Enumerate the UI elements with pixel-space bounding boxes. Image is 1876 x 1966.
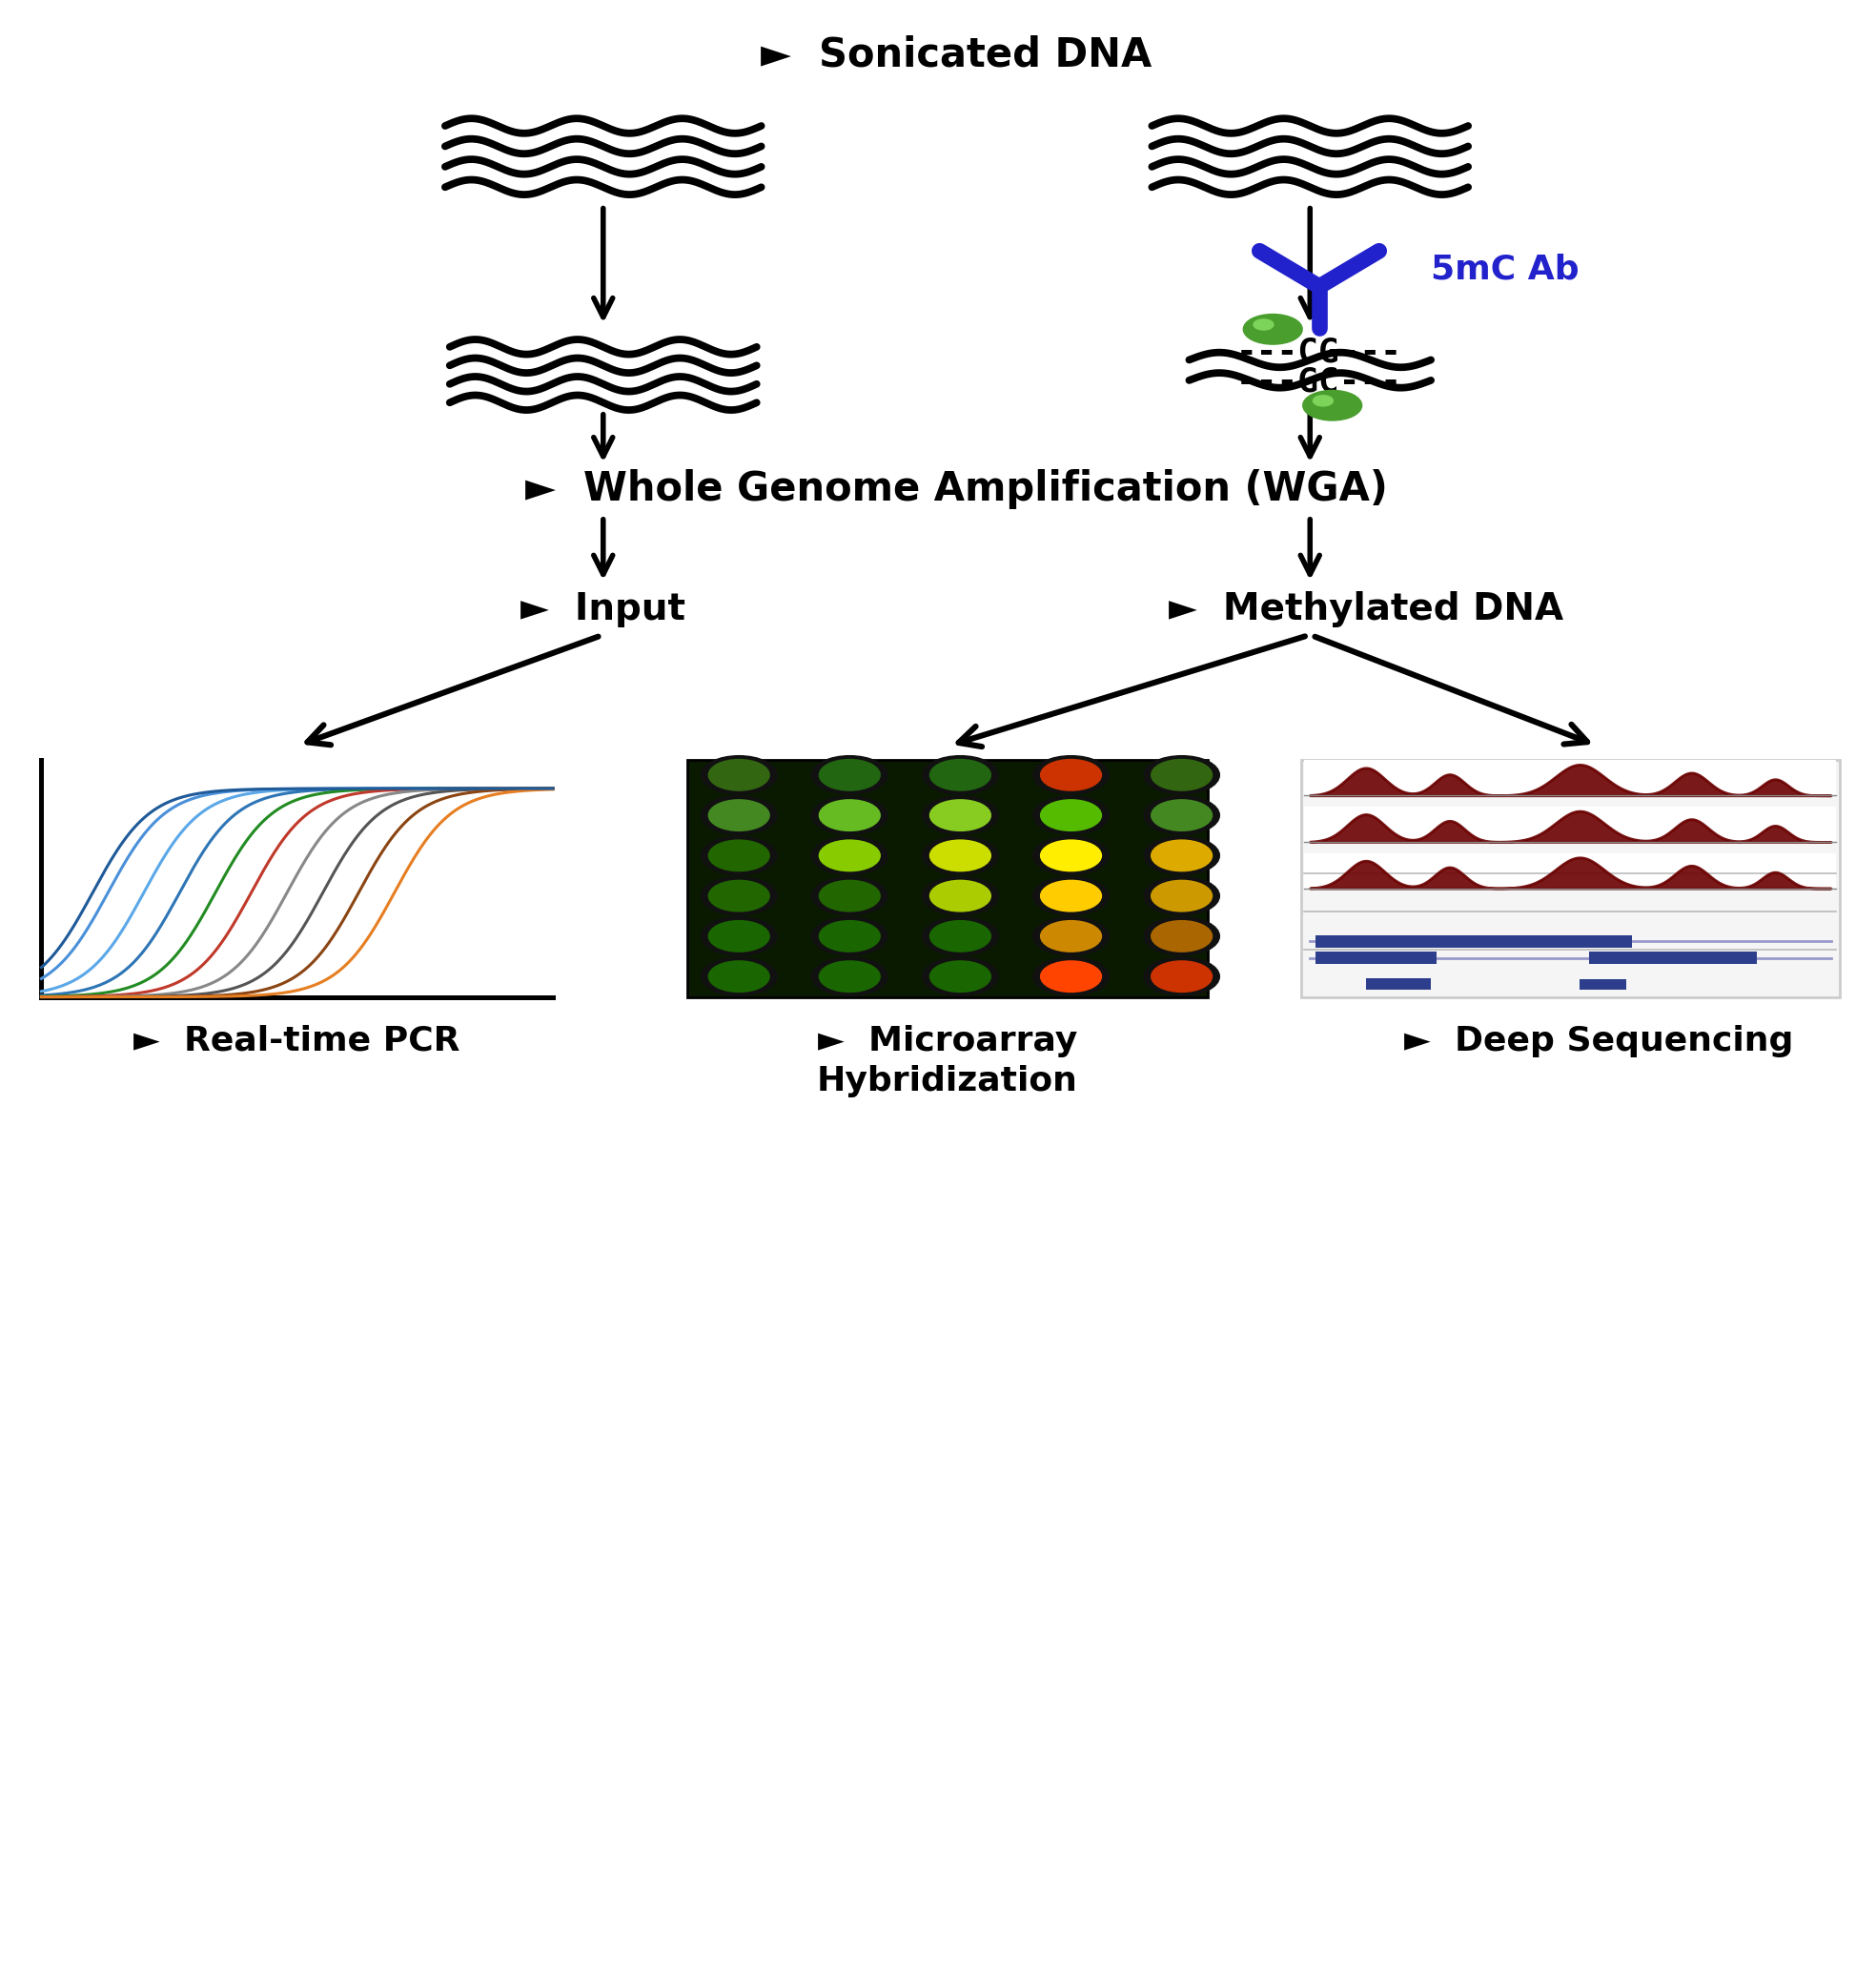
Circle shape	[702, 957, 777, 995]
Circle shape	[1041, 841, 1101, 871]
Circle shape	[1034, 918, 1109, 955]
Circle shape	[1041, 881, 1101, 910]
Circle shape	[1144, 757, 1219, 794]
Bar	[1315, 936, 1632, 948]
Text: ---CG---: ---CG---	[1236, 336, 1401, 370]
Circle shape	[820, 881, 880, 910]
Circle shape	[1144, 838, 1219, 875]
Circle shape	[812, 757, 887, 794]
Circle shape	[702, 757, 777, 794]
Circle shape	[1152, 961, 1212, 991]
Circle shape	[1144, 796, 1219, 834]
Circle shape	[930, 961, 991, 991]
Circle shape	[1144, 877, 1219, 914]
Circle shape	[1041, 961, 1101, 991]
Circle shape	[820, 961, 880, 991]
Text: ►  Deep Sequencing: ► Deep Sequencing	[1403, 1024, 1793, 1058]
Circle shape	[1152, 800, 1212, 830]
Circle shape	[709, 881, 769, 910]
Circle shape	[709, 841, 769, 871]
Circle shape	[930, 761, 991, 790]
Circle shape	[820, 922, 880, 952]
Circle shape	[930, 881, 991, 910]
Circle shape	[1144, 957, 1219, 995]
Circle shape	[1255, 320, 1272, 328]
Text: ►  Methylated DNA: ► Methylated DNA	[1169, 592, 1563, 627]
Circle shape	[1144, 918, 1219, 955]
Circle shape	[820, 800, 880, 830]
Circle shape	[1313, 395, 1332, 405]
Circle shape	[1152, 922, 1212, 952]
Circle shape	[930, 922, 991, 952]
Circle shape	[930, 841, 991, 871]
Bar	[1366, 979, 1431, 989]
Circle shape	[1152, 841, 1212, 871]
Circle shape	[1041, 922, 1101, 952]
Circle shape	[812, 918, 887, 955]
Circle shape	[1034, 838, 1109, 875]
Circle shape	[1034, 796, 1109, 834]
Circle shape	[930, 800, 991, 830]
Text: Hybridization: Hybridization	[816, 1066, 1079, 1097]
Circle shape	[923, 757, 998, 794]
Circle shape	[1034, 877, 1109, 914]
Circle shape	[820, 841, 880, 871]
Circle shape	[1041, 800, 1101, 830]
Circle shape	[812, 877, 887, 914]
Circle shape	[709, 922, 769, 952]
Bar	[1315, 952, 1437, 963]
Text: ►  Real-time PCR: ► Real-time PCR	[133, 1024, 460, 1058]
Circle shape	[702, 877, 777, 914]
Circle shape	[709, 761, 769, 790]
Circle shape	[1034, 957, 1109, 995]
Circle shape	[812, 796, 887, 834]
Circle shape	[923, 796, 998, 834]
Bar	[1304, 806, 1837, 841]
Bar	[1304, 853, 1837, 889]
Circle shape	[820, 761, 880, 790]
Circle shape	[1041, 761, 1101, 790]
Circle shape	[702, 796, 777, 834]
Circle shape	[923, 838, 998, 875]
Circle shape	[1152, 761, 1212, 790]
Circle shape	[1244, 315, 1302, 344]
Text: ►  Microarray: ► Microarray	[818, 1024, 1077, 1058]
Bar	[1304, 761, 1837, 796]
Bar	[687, 761, 1208, 997]
Circle shape	[709, 800, 769, 830]
Circle shape	[812, 838, 887, 875]
Text: ---GC---: ---GC---	[1236, 366, 1401, 399]
Text: ►  Input: ► Input	[522, 592, 685, 627]
Bar	[1580, 979, 1626, 989]
Circle shape	[1152, 881, 1212, 910]
Circle shape	[709, 961, 769, 991]
Bar	[1300, 761, 1840, 997]
Circle shape	[1304, 391, 1362, 421]
Text: 5mC Ab: 5mC Ab	[1431, 254, 1580, 285]
Circle shape	[702, 918, 777, 955]
Text: ►  Sonicated DNA: ► Sonicated DNA	[762, 33, 1152, 75]
Circle shape	[923, 957, 998, 995]
Circle shape	[923, 918, 998, 955]
Circle shape	[923, 877, 998, 914]
Bar	[1589, 952, 1756, 963]
Circle shape	[812, 957, 887, 995]
Circle shape	[1034, 757, 1109, 794]
Text: ►  Whole Genome Amplification (WGA): ► Whole Genome Amplification (WGA)	[525, 470, 1388, 509]
Circle shape	[702, 838, 777, 875]
